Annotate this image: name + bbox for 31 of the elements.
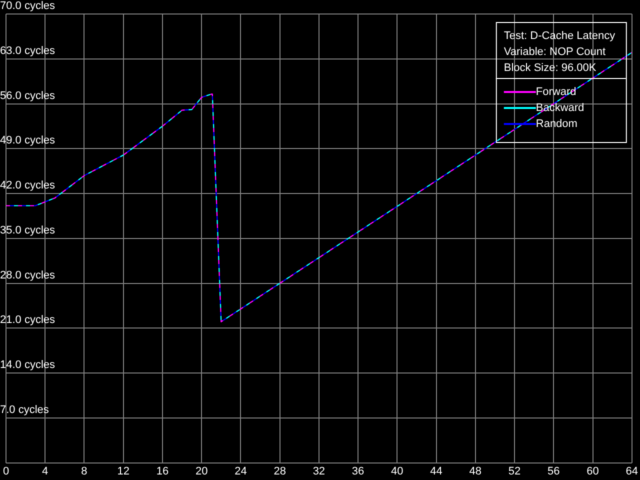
y-tick-label: 49.0 cycles <box>0 134 56 147</box>
x-tick-label: 40 <box>391 465 404 478</box>
x-tick-label: 20 <box>195 465 208 478</box>
x-tick-label: 32 <box>312 465 326 478</box>
x-tick-label: 0 <box>2 465 10 478</box>
y-tick-label: 28.0 cycles <box>0 269 56 282</box>
legend-label: Random <box>536 118 578 130</box>
y-tick-label: 14.0 cycles <box>0 359 56 372</box>
x-tick-label: 60 <box>586 465 599 478</box>
annotation: Block Size: 96.00K <box>504 62 597 74</box>
annotation: Test: D-Cache Latency <box>504 30 616 42</box>
x-tick-label: 16 <box>156 465 169 478</box>
x-tick-label: 12 <box>117 465 130 478</box>
x-tick-label: 4 <box>42 465 48 478</box>
x-tick-label: 48 <box>469 465 482 478</box>
x-tick-label: 44 <box>430 465 442 478</box>
x-tick-label: 52 <box>508 465 521 478</box>
x-tick-label: 56 <box>548 465 560 478</box>
x-tick-label: 24 <box>234 465 247 478</box>
x-tick-label: 8 <box>81 465 88 478</box>
x-tick-label: 36 <box>352 465 364 478</box>
y-tick-label: 35.0 cycles <box>0 224 56 236</box>
y-tick-label: 7.0 cycles <box>0 404 50 416</box>
y-tick-label: 42.0 cycles <box>0 180 56 192</box>
y-tick-label: 56.0 cycles <box>0 90 56 102</box>
x-tick-label: 28 <box>274 465 286 478</box>
annotation: Variable: NOP Count <box>504 46 606 58</box>
y-tick-label: 63.0 cycles <box>0 44 56 57</box>
y-tick-label: 21.0 cycles <box>0 314 56 326</box>
y-tick-label: 70.0 cycles <box>0 0 56 12</box>
x-tick-label: 64 <box>626 465 638 478</box>
